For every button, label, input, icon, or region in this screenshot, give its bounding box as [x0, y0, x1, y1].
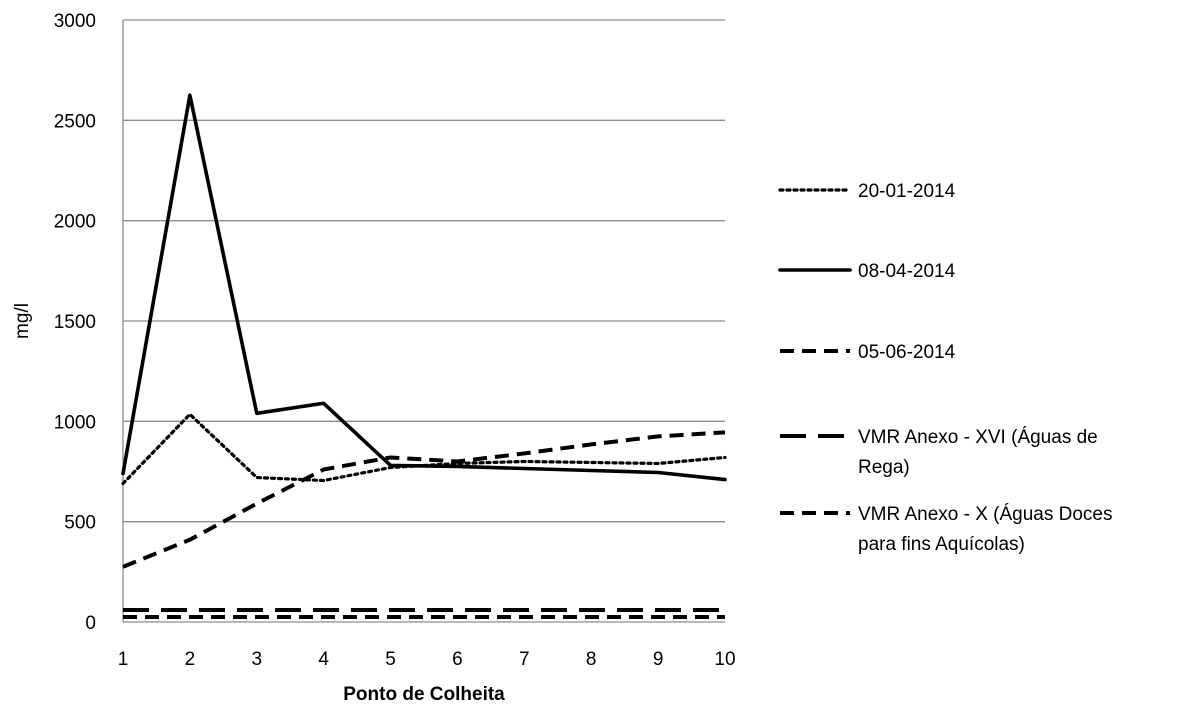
legend-label: VMR Anexo - XVI (Águas de [858, 427, 1098, 448]
x-tick-label: 3 [251, 649, 262, 670]
y-tick-label: 2500 [54, 111, 96, 132]
x-tick-label: 5 [385, 649, 396, 670]
legend-label: 05-06-2014 [858, 342, 956, 363]
x-tick-label: 9 [653, 649, 664, 670]
y-tick-label: 1000 [54, 412, 96, 433]
x-tick-label: 1 [118, 649, 129, 670]
legend-label: Rega) [858, 457, 910, 478]
legend-item: 05-06-2014 [780, 342, 956, 363]
series-line-2 [121, 93, 727, 482]
legend-label: para fins Aquícolas) [858, 534, 1025, 555]
series-lines [121, 93, 727, 619]
x-tick-label: 8 [586, 649, 597, 670]
legend: 20-01-2014 08-04-2014 05-06-2014 VMR Anexo … [778, 181, 1113, 555]
legend-item: VMR Anexo - XVI (Águas de Rega) [780, 427, 1098, 478]
y-tick-label: 0 [85, 613, 96, 634]
y-axis-title: mg/l [12, 303, 33, 339]
x-tick-label: 6 [452, 649, 463, 670]
y-tick-label: 3000 [54, 11, 96, 32]
legend-label: 20-01-2014 [858, 181, 956, 202]
y-tick-label: 500 [64, 513, 96, 534]
legend-item: 08-04-2014 [778, 261, 956, 282]
x-tick-label: 2 [185, 649, 196, 670]
y-tick-label: 2000 [54, 212, 96, 233]
x-tick-label: 7 [519, 649, 530, 670]
axes [122, 20, 725, 623]
legend-item: 20-01-2014 [778, 181, 956, 202]
legend-label: 08-04-2014 [858, 261, 956, 282]
x-tick-label: 10 [714, 649, 735, 670]
y-tick-label: 1500 [54, 312, 96, 333]
legend-label: VMR Anexo - X (Águas Doces [858, 504, 1113, 525]
grid-lines [123, 19, 725, 523]
legend-item: VMR Anexo - X (Águas Doces para fins Aquí… [780, 504, 1113, 555]
x-axis-title: Ponto de Colheita [343, 684, 505, 705]
series-line-3 [122, 430, 726, 569]
tick-labels: 0 500 1000 1500 2000 2500 3000 1 2 3 4 5 6 7 8 9 10 [54, 11, 736, 670]
x-tick-label: 4 [318, 649, 329, 670]
